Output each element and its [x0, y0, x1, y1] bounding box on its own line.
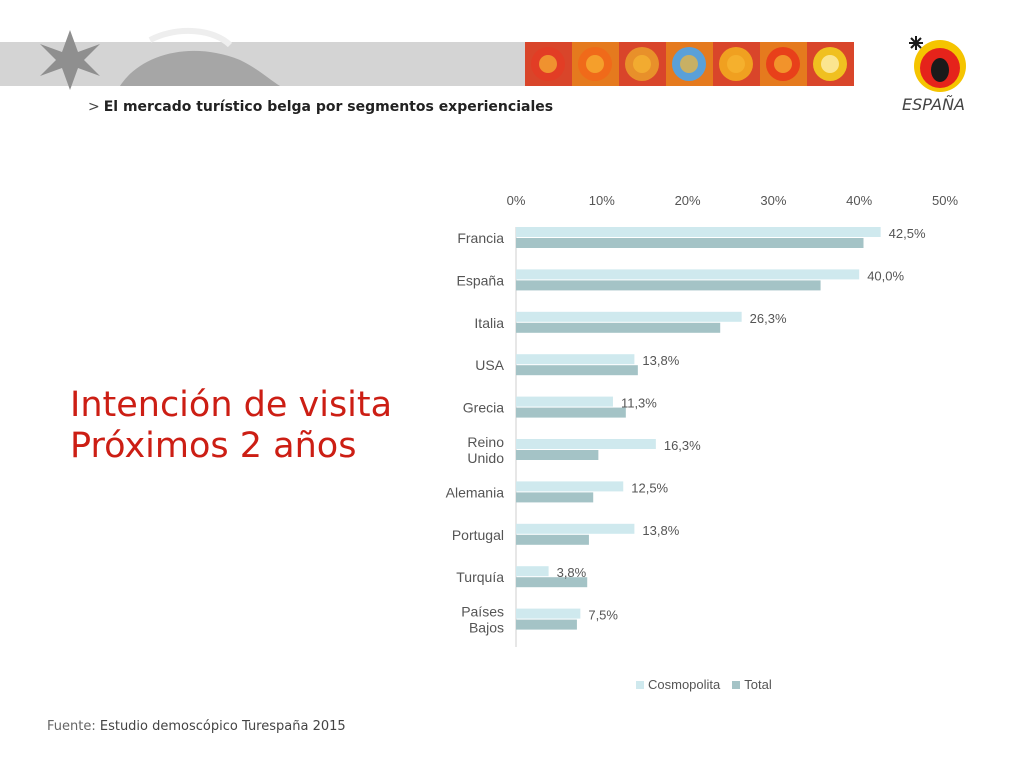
data-label: 13,8% [642, 353, 679, 368]
data-label: 3,8% [557, 565, 587, 580]
bar-total [516, 365, 638, 376]
bar-total [516, 492, 594, 503]
source-label: Fuente: [47, 719, 96, 734]
legend-label: Total [744, 677, 772, 692]
bar-total [516, 407, 626, 418]
category-label: Turquía [456, 569, 504, 585]
decorative-tile [572, 42, 619, 86]
data-label: 40,0% [867, 268, 904, 283]
legend-swatch [732, 680, 741, 689]
legend-label: Cosmopolita [648, 677, 721, 692]
chart-legend: Cosmopolita Total [636, 677, 772, 692]
slide-title: Intención de visita Próximos 2 años [70, 385, 392, 467]
source-note: Fuente: Estudio demoscópico Turespaña 20… [47, 719, 346, 734]
slide-title-line1: Intención de visita [70, 385, 393, 425]
legend-item: Cosmopolita [636, 677, 720, 692]
decorative-tile [807, 42, 854, 86]
category-label: Francia [457, 230, 504, 246]
bar-total [516, 238, 864, 248]
x-tick-label: 10% [589, 193, 615, 208]
legend-item: Total [732, 677, 772, 692]
bar-cosmopolita [516, 481, 624, 492]
category-label: Unido [467, 450, 504, 466]
x-tick-label: 20% [675, 193, 701, 208]
category-label: USA [475, 357, 504, 373]
data-label: 12,5% [631, 480, 668, 495]
x-tick-label: 30% [760, 193, 786, 208]
bar-chart: 0% 10% 20% 30% 40% 50% 42,5% Francia 40,0% España… [446, 193, 958, 647]
data-label: 42,5% [889, 226, 926, 241]
category-label: Reino [467, 434, 504, 450]
decorative-tile [666, 42, 713, 86]
bar-cosmopolita [516, 396, 613, 407]
decorative-tile [713, 42, 760, 86]
category-label: Portugal [452, 527, 504, 543]
data-label: 7,5% [588, 608, 618, 623]
bar-total [516, 280, 821, 291]
bar-cosmopolita [516, 566, 549, 577]
banner-decoration [0, 27, 525, 90]
source-text: Estudio demoscópico Turespaña 2015 [99, 719, 346, 734]
bar-cosmopolita [516, 227, 881, 237]
category-label: Alemania [446, 484, 505, 500]
category-label: Países [461, 604, 504, 620]
bar-cosmopolita [516, 439, 656, 449]
slide-title-line2: Próximos 2 años [70, 426, 357, 466]
decorative-tiles [525, 42, 856, 86]
breadcrumb-text: El mercado turístico belga por segmentos… [103, 99, 554, 115]
data-label: 11,3% [621, 396, 657, 411]
bar-total [516, 322, 721, 333]
bar-cosmopolita [516, 354, 635, 365]
bar-total [516, 619, 577, 630]
espana-logo: ESPAÑA [902, 36, 966, 114]
bar-total [516, 534, 589, 545]
category-label: España [457, 272, 505, 288]
bar-total [516, 577, 588, 588]
legend-swatch [636, 680, 644, 689]
category-label: Italia [474, 315, 504, 331]
bar-cosmopolita [516, 608, 581, 619]
data-label: 26,3% [750, 311, 787, 326]
category-label: Bajos [469, 620, 504, 636]
bar-cosmopolita [516, 523, 635, 534]
decorative-tile [525, 42, 572, 86]
x-tick-label: 0% [507, 193, 526, 208]
data-label: 13,8% [642, 523, 679, 538]
breadcrumb: > El mercado turístico belga por segmento… [88, 99, 553, 115]
x-tick-label: 50% [932, 193, 958, 208]
decorative-tile [760, 42, 807, 86]
category-label: Grecia [463, 400, 504, 416]
bar-cosmopolita [516, 269, 860, 280]
bar-cosmopolita [516, 311, 742, 322]
x-tick-label: 40% [846, 193, 872, 208]
data-label: 16,3% [664, 438, 701, 453]
decorative-tile [619, 42, 666, 86]
bar-total [516, 450, 599, 460]
breadcrumb-arrow-icon: > [88, 99, 100, 115]
logo-text: ESPAÑA [902, 95, 965, 114]
